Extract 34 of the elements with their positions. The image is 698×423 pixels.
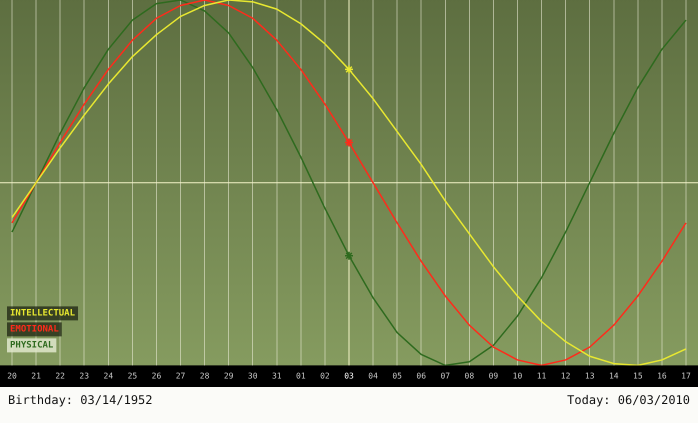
x-tick-label: 06 (416, 371, 426, 380)
x-tick-label: 10 (512, 371, 522, 380)
x-tick-label: 21 (31, 371, 42, 380)
x-tick-label: 09 (488, 371, 498, 380)
x-tick-label: 08 (464, 371, 474, 380)
x-tick-label: 03 (344, 371, 354, 380)
x-tick-label: 01 (296, 371, 306, 380)
x-tick-label: 13 (584, 371, 595, 380)
x-tick-label: 24 (103, 371, 114, 380)
x-tick-label: 26 (152, 371, 162, 380)
x-tick-label: 11 (536, 371, 547, 380)
x-tick-label: 07 (440, 371, 450, 380)
text: Birthday: 03/14/1952 (8, 393, 152, 407)
text: EMOTIONAL (10, 324, 60, 335)
x-tick-label: 02 (320, 371, 330, 380)
x-tick-label: 12 (560, 371, 571, 380)
x-tick-label: 16 (657, 371, 667, 380)
x-tick-label: 30 (248, 371, 258, 380)
x-tick-label: 28 (200, 371, 210, 380)
text: Today: 06/03/2010 (567, 393, 690, 407)
x-tick-label: 14 (608, 371, 619, 380)
text: INTELLECTUAL (10, 308, 76, 319)
x-tick-label: 23 (79, 371, 90, 380)
x-tick-label: 29 (224, 371, 234, 380)
x-tick-label: 31 (272, 371, 282, 380)
x-tick-label: 17 (681, 371, 691, 380)
x-tick-label: 05 (392, 371, 402, 380)
text: PHYSICAL (10, 340, 54, 351)
x-tick-label: 25 (128, 371, 138, 380)
x-tick-label: 15 (633, 371, 643, 380)
x-tick-label: 20 (7, 371, 18, 380)
x-tick-label: 27 (176, 371, 186, 380)
x-tick-label: 22 (55, 371, 66, 380)
x-tick-label: 04 (368, 371, 378, 380)
